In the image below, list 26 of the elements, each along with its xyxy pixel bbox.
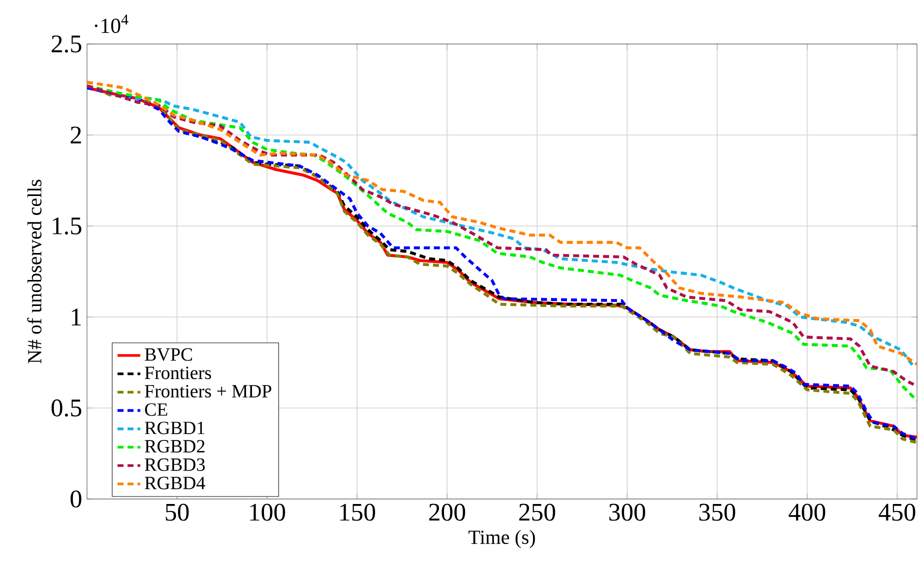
y-tick-label: 0 (70, 490, 82, 508)
x-tick-label: 50 (166, 504, 189, 521)
x-tick-label: 400 (788, 504, 826, 521)
x-axis-title: Time (s) (468, 530, 535, 548)
legend-label: CE (145, 403, 168, 416)
y-tick-label: 0.5 (52, 399, 82, 417)
x-tick-label: 200 (429, 504, 466, 521)
legend-label: RGBD2 (144, 440, 204, 453)
x-tick-label: 150 (340, 504, 376, 521)
x-tick-label: 300 (609, 504, 646, 521)
text: ·10$^{4}$ (94, 14, 128, 34)
y-tick-label: 2.5 (52, 35, 82, 53)
y-axis-title: N# of unobserved cells (27, 180, 42, 364)
x-tick-label: 250 (519, 504, 556, 521)
legend-label: Frontiers (144, 366, 211, 380)
x-tick-label: 350 (699, 504, 736, 521)
x-tick-label: 100 (250, 504, 286, 521)
y-tick-label: 1.5 (52, 217, 82, 235)
legend-label: Frontiers + MDP (144, 384, 272, 398)
x-tick-label: 450 (878, 504, 916, 521)
legend-label: RGBD4 (144, 476, 206, 490)
legend-label: RGBD3 (144, 458, 205, 471)
legend-label: RGBD1 (144, 422, 204, 434)
y-tick-label: 1 (72, 308, 81, 326)
legend-label: BVPC (144, 348, 192, 361)
y-tick-label: 2 (70, 126, 81, 144)
